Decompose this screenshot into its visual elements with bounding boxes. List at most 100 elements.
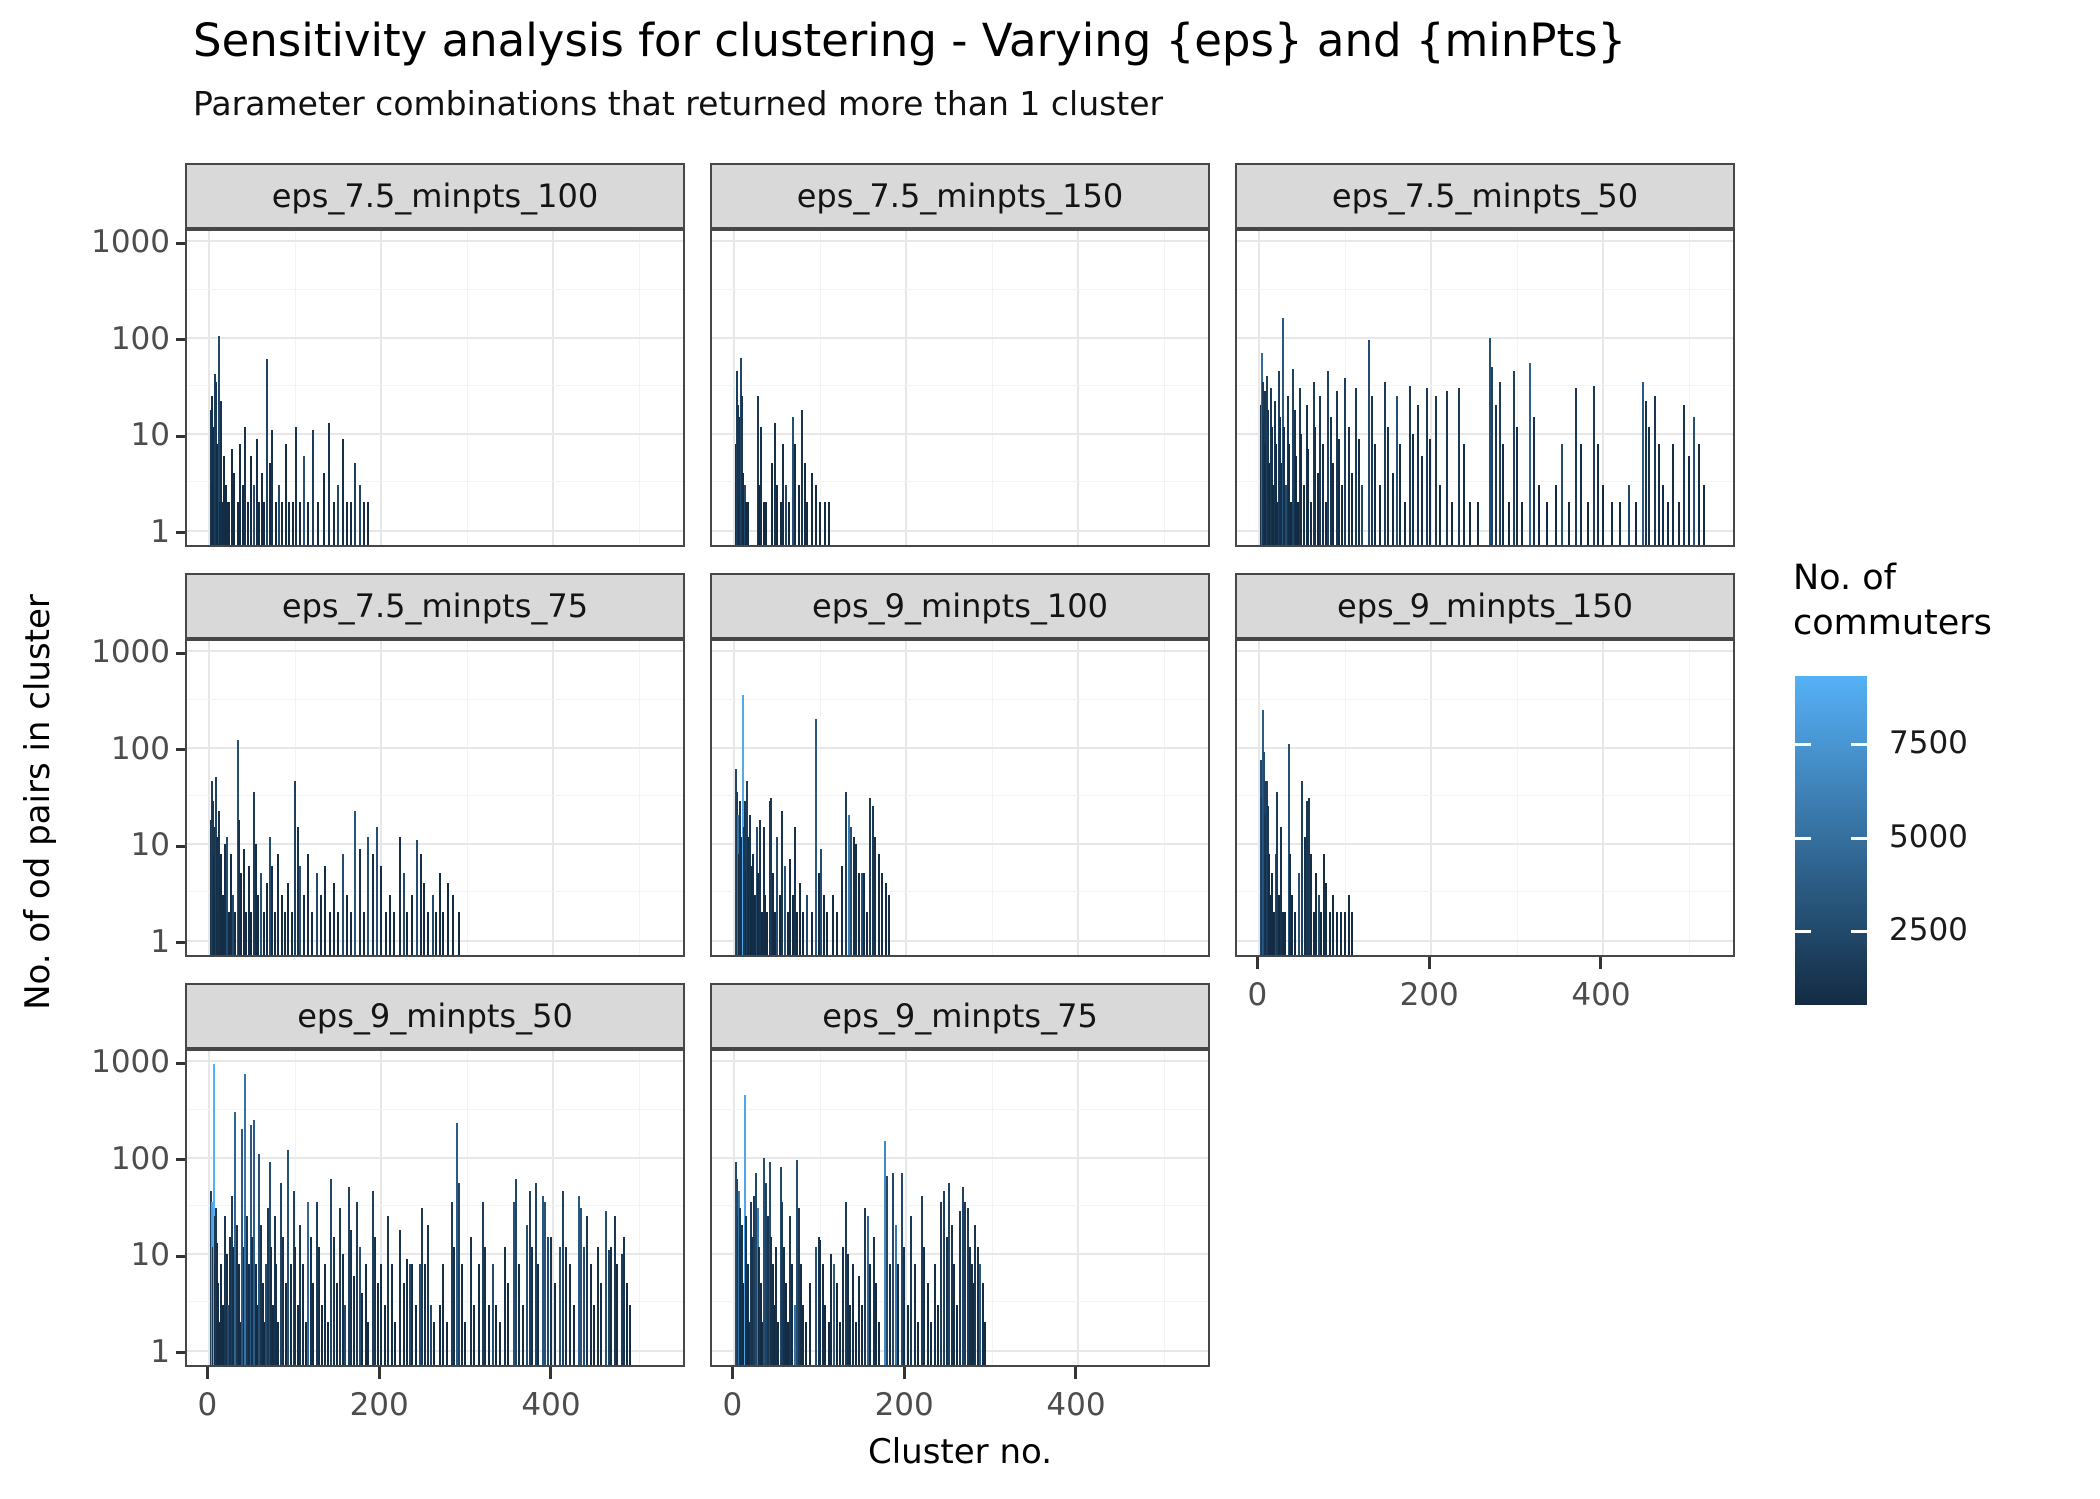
cluster-bar <box>803 463 806 545</box>
cluster-bar <box>512 1201 515 1365</box>
y-tick-mark <box>176 1254 185 1258</box>
cluster-bar <box>933 1263 936 1365</box>
cluster-bar <box>1420 455 1423 545</box>
cluster-bar <box>273 1215 276 1365</box>
cluster-bar <box>232 1246 235 1365</box>
cluster-bar <box>777 1321 780 1365</box>
cluster-bar <box>1648 426 1651 545</box>
cluster-bar <box>736 405 739 545</box>
cluster-bar <box>324 1263 327 1365</box>
cluster-bar <box>302 1263 304 1365</box>
cluster-bar <box>616 1263 619 1365</box>
cluster-bar <box>772 1263 774 1365</box>
cluster-bar <box>495 1304 498 1365</box>
cluster-bar <box>897 1263 900 1365</box>
cluster-bar <box>227 1304 230 1365</box>
cluster-bar <box>217 335 220 545</box>
cluster-bar <box>253 484 255 545</box>
cluster-bar <box>1438 484 1441 545</box>
gridline-y-minor <box>187 1205 683 1207</box>
facet-strip-label: eps_7.5_minpts_150 <box>796 177 1124 215</box>
cluster-bar <box>457 911 460 955</box>
cluster-bar <box>352 1275 355 1365</box>
gridline-y-major <box>1237 939 1733 942</box>
gridline-x-major <box>551 1051 554 1365</box>
legend-tick-mark <box>1851 929 1867 933</box>
legend-title-line2: commuters <box>1793 602 1992 643</box>
cluster-bar <box>423 882 426 955</box>
cluster-bar <box>1498 381 1501 545</box>
cluster-bar <box>220 426 223 545</box>
cluster-bar <box>1521 501 1524 545</box>
cluster-bar <box>374 1237 377 1365</box>
gridline-x-major <box>1601 641 1604 955</box>
cluster-bar <box>872 1237 875 1365</box>
cluster-bar <box>775 1246 778 1365</box>
cluster-bar <box>332 1237 335 1365</box>
cluster-bar <box>294 1246 297 1365</box>
cluster-bar <box>220 853 223 955</box>
cluster-bar <box>1361 484 1364 545</box>
cluster-bar <box>1698 443 1701 545</box>
cluster-bar <box>892 1172 895 1365</box>
cluster-bar <box>1399 443 1402 545</box>
cluster-bar <box>1619 501 1622 545</box>
cluster-bar <box>888 1263 891 1365</box>
cluster-bar <box>762 501 765 545</box>
cluster-bar <box>842 1246 845 1365</box>
gridline-y-minor <box>712 385 1208 387</box>
cluster-bar <box>747 1321 750 1365</box>
cluster-bar <box>262 911 265 955</box>
cluster-bar <box>790 1263 793 1365</box>
cluster-bar <box>817 873 820 955</box>
cluster-bar <box>754 1172 757 1365</box>
cluster-bar <box>770 798 773 955</box>
cluster-bar <box>1560 443 1563 545</box>
cluster-bar <box>936 1304 939 1365</box>
cluster-bar <box>1368 340 1371 545</box>
gridline-x-major <box>208 1051 211 1365</box>
cluster-bar <box>781 811 784 955</box>
x-tick-mark <box>1255 957 1259 969</box>
y-tick-mark <box>176 651 185 655</box>
x-tick-label: 200 <box>349 1387 409 1423</box>
cluster-bar <box>765 501 768 545</box>
gridline-y-major <box>1237 746 1733 749</box>
cluster-bar <box>1507 501 1510 545</box>
facet-eps_9_minpts_150: eps_9_minpts_150 <box>1235 573 1735 957</box>
cluster-bar <box>1285 484 1287 545</box>
cluster-bar <box>259 873 262 955</box>
cluster-bar <box>961 1186 964 1365</box>
cluster-bar <box>839 1321 841 1365</box>
gridline-x-minor <box>638 1051 640 1365</box>
gridline-y-minor <box>712 481 1208 483</box>
cluster-bar <box>274 501 277 545</box>
cluster-bar <box>943 1191 945 1365</box>
legend-tick-label: 2500 <box>1889 911 1968 948</box>
cluster-bar <box>755 827 758 955</box>
cluster-bar <box>1634 501 1637 545</box>
cluster-bar <box>1305 405 1308 545</box>
y-tick-label: 1000 <box>91 634 170 671</box>
cluster-bar <box>330 1179 333 1365</box>
cluster-bar <box>296 1304 299 1365</box>
cluster-bar <box>335 1283 338 1365</box>
gridline-x-minor <box>1688 231 1690 545</box>
cluster-bar <box>268 1162 271 1365</box>
cluster-bar <box>1462 443 1465 545</box>
cluster-bar <box>307 853 310 955</box>
cluster-bar <box>218 1321 221 1365</box>
cluster-bar <box>263 1321 266 1365</box>
cluster-bar <box>1502 443 1505 545</box>
cluster-bar <box>332 501 335 545</box>
cluster-bar <box>793 827 796 955</box>
gridline-x-minor <box>467 1051 469 1365</box>
cluster-bar <box>773 1304 776 1365</box>
y-tick-label: 1000 <box>91 224 170 261</box>
cluster-bar <box>1672 443 1675 545</box>
cluster-bar <box>875 1283 878 1365</box>
cluster-bar <box>266 1208 269 1365</box>
cluster-bar <box>281 501 284 545</box>
cluster-bar <box>426 911 429 955</box>
cluster-bar <box>484 1246 487 1365</box>
